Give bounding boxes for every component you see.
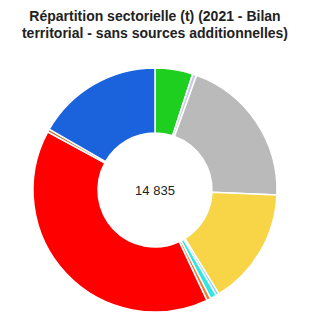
center-total: 14 835 [135, 183, 175, 198]
slice [49, 68, 155, 162]
slice [33, 132, 207, 312]
chart: Répartition sectorielle (t) (2021 - Bila… [0, 0, 310, 320]
chart-title: Répartition sectorielle (t) (2021 - Bila… [22, 8, 288, 41]
slice [174, 75, 277, 195]
title-line: territorial - sans sources additionnelle… [22, 25, 288, 41]
slices [33, 68, 277, 312]
title-line: Répartition sectorielle (t) (2021 - Bila… [29, 8, 280, 24]
